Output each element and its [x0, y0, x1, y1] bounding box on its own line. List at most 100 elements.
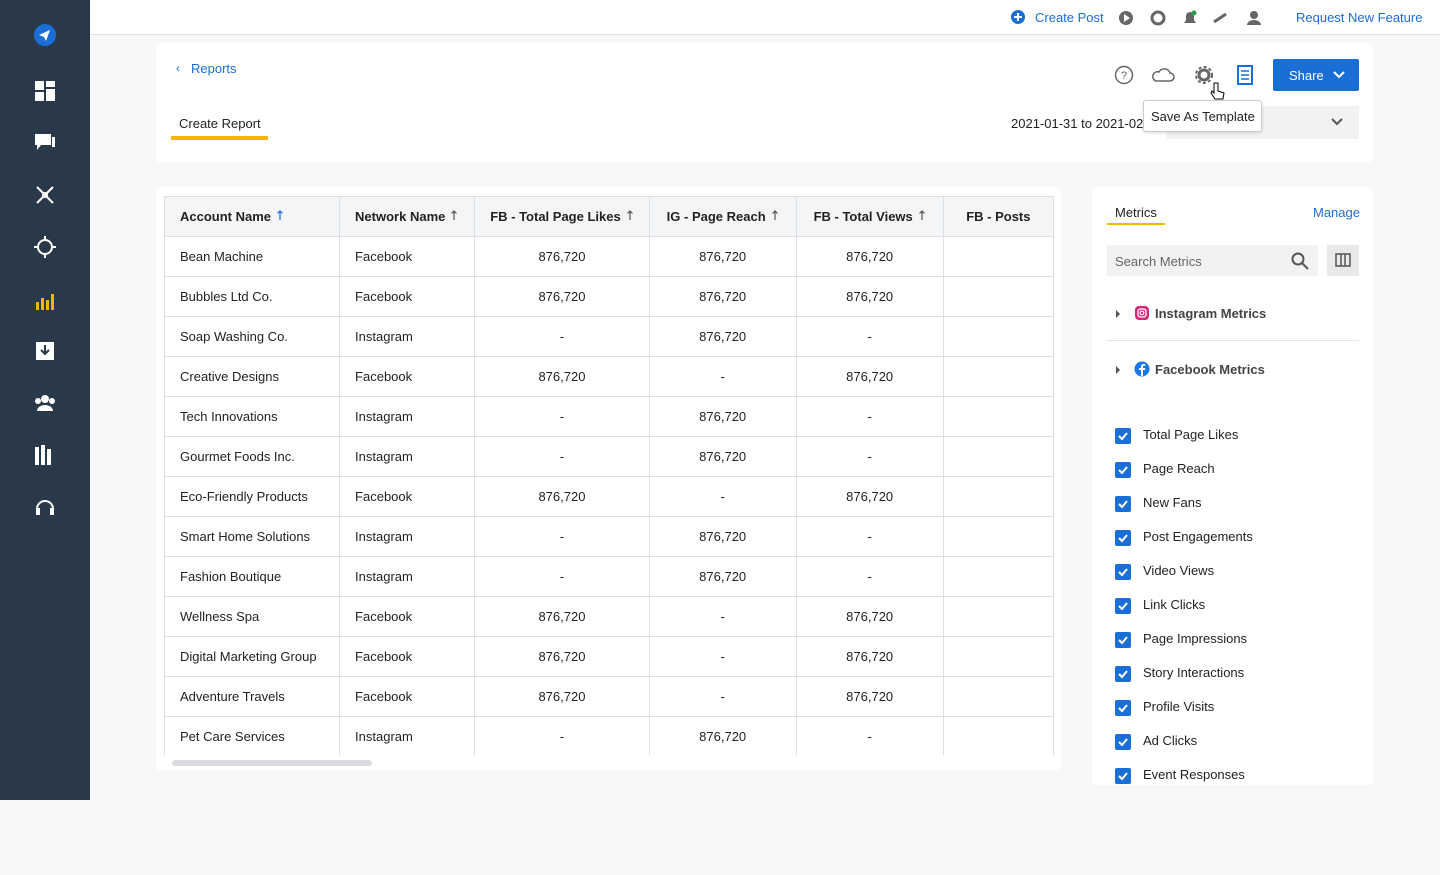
search-input[interactable]: Search Metrics — [1107, 245, 1318, 276]
column-header[interactable]: IG - Page Reach — [649, 197, 796, 237]
metric-item[interactable]: Post Engagements — [1115, 527, 1253, 547]
cell-text: Creative Designs — [180, 369, 279, 384]
table-cell: - — [475, 317, 650, 357]
table-row: Digital Marketing GroupFacebook876,720-8… — [165, 637, 1054, 677]
checkbox[interactable] — [1115, 564, 1131, 580]
checkbox[interactable] — [1115, 734, 1131, 750]
column-header-text: Account Name — [180, 209, 271, 224]
create-post-icon — [1011, 10, 1025, 24]
tab-create-report[interactable]: Create Report — [179, 116, 261, 131]
table-cell: - — [796, 317, 943, 357]
expand-icon[interactable] — [1114, 309, 1122, 319]
metric-item[interactable]: Total Page Likes — [1115, 425, 1238, 445]
nav-target[interactable] — [33, 235, 57, 259]
metric-item[interactable]: New Fans — [1115, 493, 1202, 513]
check-mark — [1115, 598, 1131, 614]
sort-icon[interactable] — [771, 210, 779, 220]
metric-item[interactable]: Ad Clicks — [1115, 731, 1197, 751]
sort-icon[interactable] — [626, 210, 634, 220]
metric-item[interactable]: Story Interactions — [1115, 663, 1244, 683]
table-row: Eco-Friendly ProductsFacebook876,720-876… — [165, 477, 1054, 517]
date-range[interactable]: 2021-01-31 to 2021-02- — [1011, 116, 1148, 131]
metric-item[interactable]: Page Reach — [1115, 459, 1215, 479]
create-post[interactable]: Create Post — [1035, 10, 1104, 25]
table-cell: - — [796, 517, 943, 557]
cell-text: Facebook — [355, 609, 412, 624]
checkbox[interactable] — [1115, 768, 1131, 784]
nav-team[interactable] — [33, 391, 57, 415]
table-cell: - — [475, 437, 650, 477]
nav-support[interactable] — [33, 495, 57, 519]
check-mark — [1115, 734, 1131, 750]
table-cell — [943, 357, 1053, 397]
table-row: Smart Home SolutionsInstagram-876,720- — [165, 517, 1054, 557]
cell-text: Fashion Boutique — [180, 569, 281, 584]
sort-icon[interactable] — [918, 210, 926, 220]
table-row: Gourmet Foods Inc.Instagram-876,720- — [165, 437, 1054, 477]
scrollbar[interactable] — [172, 760, 372, 766]
cell-text: Adventure Travels — [180, 689, 285, 704]
template-icon[interactable] — [1236, 65, 1254, 85]
toolbar-icons[interactable]: ? — [1114, 65, 1214, 85]
cell-text: Facebook — [355, 649, 412, 664]
checkbox[interactable] — [1115, 666, 1131, 682]
cell-text: - — [867, 409, 871, 424]
metric-item[interactable]: Profile Visits — [1115, 697, 1214, 717]
back-link[interactable]: Reports — [191, 61, 237, 76]
nav-inbox[interactable] — [33, 339, 57, 363]
cell-text: Facebook — [355, 289, 412, 304]
table-cell: Tech Innovations — [165, 397, 340, 437]
column-header[interactable]: FB - Posts — [943, 197, 1053, 237]
request-feature[interactable]: Request New Feature — [1296, 10, 1422, 25]
share-button[interactable]: Share — [1273, 59, 1359, 91]
nav-reports[interactable] — [33, 288, 57, 312]
svg-text:?: ? — [1121, 70, 1127, 82]
sort-icon[interactable] — [276, 210, 284, 220]
metric-item[interactable]: Page Impressions — [1115, 629, 1247, 649]
table-cell: - — [475, 397, 650, 437]
nav-library[interactable] — [33, 443, 57, 467]
column-header-text: FB - Total Views — [814, 209, 913, 224]
metric-item[interactable]: Video Views — [1115, 561, 1214, 581]
cell-text: - — [867, 729, 871, 744]
sort-icon[interactable] — [450, 210, 458, 220]
checkbox[interactable] — [1115, 496, 1131, 512]
checkbox[interactable] — [1115, 462, 1131, 478]
table-cell: 876,720 — [649, 557, 796, 597]
column-header[interactable]: Account Name — [165, 197, 340, 237]
checkbox[interactable] — [1115, 700, 1131, 716]
metric-item-label: Event Responses — [1143, 767, 1245, 782]
nav-messages[interactable] — [33, 130, 57, 154]
tooltip-text: Save As Template — [1151, 109, 1255, 124]
columns-button[interactable] — [1327, 245, 1359, 276]
nav-network[interactable] — [33, 183, 57, 207]
network-icon — [1134, 305, 1150, 321]
cell-text: Instagram — [355, 329, 413, 344]
expand-icon[interactable] — [1114, 365, 1122, 375]
table-cell — [943, 397, 1053, 437]
table-cell: - — [649, 677, 796, 717]
cell-text: 876,720 — [699, 249, 746, 264]
table-cell: Instagram — [340, 557, 475, 597]
metric-group[interactable]: Instagram Metrics — [1114, 305, 1266, 323]
column-header-text: FB - Total Page Likes — [490, 209, 621, 224]
metric-group[interactable]: Facebook Metrics — [1114, 361, 1265, 379]
table-cell — [943, 677, 1053, 717]
manage-link[interactable]: Manage — [1313, 205, 1360, 220]
column-header[interactable]: FB - Total Page Likes — [475, 197, 650, 237]
cell-text: 876,720 — [846, 369, 893, 384]
column-header[interactable]: FB - Total Views — [796, 197, 943, 237]
table-cell: Bean Machine — [165, 237, 340, 277]
cell-text: Instagram — [355, 449, 413, 464]
metrics-tab[interactable]: Metrics — [1115, 205, 1157, 220]
metric-item[interactable]: Link Clicks — [1115, 595, 1205, 615]
metric-item[interactable]: Event Responses — [1115, 765, 1245, 785]
checkbox[interactable] — [1115, 530, 1131, 546]
checkbox[interactable] — [1115, 428, 1131, 444]
column-header[interactable]: Network Name — [340, 197, 475, 237]
metric-item-label: Page Reach — [1143, 461, 1215, 476]
table-cell: - — [649, 597, 796, 637]
nav-dashboard[interactable] — [33, 79, 57, 103]
checkbox[interactable] — [1115, 632, 1131, 648]
checkbox[interactable] — [1115, 598, 1131, 614]
